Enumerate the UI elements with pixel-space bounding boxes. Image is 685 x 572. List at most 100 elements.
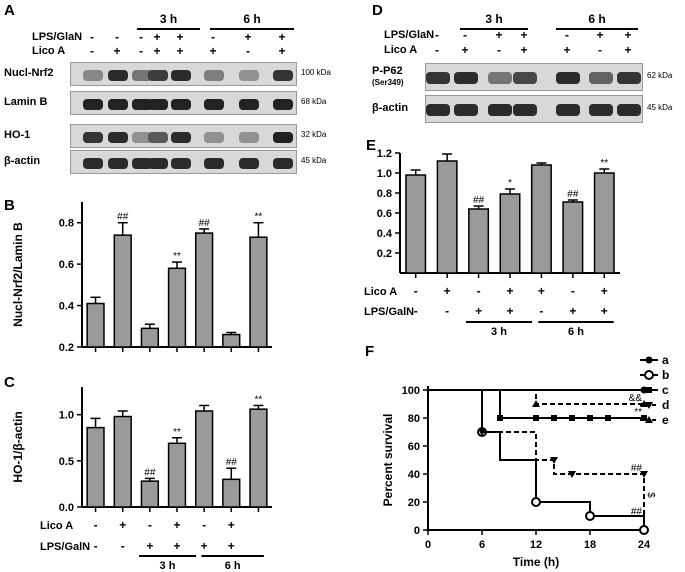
series-marker (605, 415, 611, 421)
treatment-sign: + (624, 43, 632, 57)
treatment-row-label: LPS/GalN (364, 306, 414, 318)
series-marker (569, 415, 575, 421)
molecular-weight-label: 45 kDa (647, 103, 673, 112)
protein-band (488, 104, 512, 116)
y-tick-label: 0.2 (377, 248, 392, 260)
y-tick-label: 0.6 (377, 208, 392, 220)
treatment-sign: + (228, 539, 235, 553)
treatment-sign: + (538, 284, 545, 298)
series-marker (644, 370, 654, 380)
significance-annotation: ** (173, 251, 181, 262)
significance-annotation: ## (631, 463, 643, 474)
treatment-sign: + (153, 30, 161, 44)
molecular-weight-label: 45 kDa (301, 156, 327, 165)
y-tick-label: 0.8 (59, 218, 74, 230)
y-axis-label: Percent survival (381, 414, 395, 507)
time-bracket-line (556, 28, 638, 30)
protein-band (239, 157, 259, 169)
treatment-sign: + (173, 539, 180, 553)
treatment-sign: + (244, 30, 252, 44)
bar (530, 164, 552, 274)
y-axis-label: HO-1/β-actin (11, 411, 25, 482)
bar (499, 193, 521, 274)
protein-band (148, 157, 168, 169)
panel-letter-d: D (372, 2, 383, 19)
treatment-sign: + (228, 518, 235, 532)
protein-band (488, 72, 512, 84)
treatment-sign: - (94, 539, 98, 553)
blot-membrane (70, 124, 297, 148)
treatment-sign: + (153, 44, 161, 58)
protein-band (83, 131, 103, 143)
blot-label: β-actin (372, 102, 409, 114)
protein-band (617, 104, 641, 116)
protein-band (454, 72, 478, 84)
treatment-sign: + (624, 28, 632, 42)
blot-membrane (425, 63, 643, 91)
series-marker (585, 511, 595, 521)
blot-sublabel: (Ser349) (372, 78, 404, 87)
bar (468, 208, 490, 274)
treatment-sign: + (520, 28, 528, 42)
panel-letter-b: B (4, 197, 15, 214)
protein-band (273, 69, 293, 81)
treatment-sign: + (506, 284, 513, 298)
series-marker (533, 415, 539, 421)
protein-band (556, 72, 580, 84)
significance-annotation: ## (144, 467, 156, 478)
y-tick-label: 0.0 (59, 502, 74, 514)
treatment-sign: - (90, 30, 94, 44)
protein-band (132, 131, 152, 143)
protein-band (239, 69, 259, 81)
treatment-sign: - (435, 28, 439, 42)
survival-curve (428, 389, 645, 516)
protein-band (132, 157, 152, 169)
treatment-row-label: Lico A (384, 44, 418, 56)
bar-chart-e: 0.20.40.60.81.01.2P-P62/β-actin##*##**Li… (364, 148, 620, 338)
molecular-weight-label: 100 kDa (301, 68, 331, 77)
treatment-sign: + (475, 304, 482, 318)
protein-band (148, 69, 168, 81)
molecular-weight-label: 62 kDa (647, 71, 673, 80)
panel-letter-a: A (4, 2, 15, 19)
significance-annotation: ## (226, 457, 238, 468)
protein-band (108, 69, 128, 81)
treatment-sign: + (176, 30, 184, 44)
treatment-sign: - (565, 28, 569, 42)
series-marker (646, 387, 652, 393)
treatment-sign: + (278, 44, 286, 58)
blot-label: P-P62 (372, 65, 403, 77)
y-tick-label: 1.0 (377, 168, 392, 180)
protein-band (273, 131, 293, 143)
series-marker (532, 400, 540, 407)
treatment-row-label: LPS/GlaN (384, 29, 435, 41)
significance-annotation: ** (255, 394, 263, 405)
significance-annotation: ## (567, 189, 579, 200)
legend-label: e (662, 413, 669, 427)
protein-band (171, 157, 191, 169)
treatment-sign: + (596, 28, 604, 42)
series-marker (478, 429, 486, 436)
protein-band (171, 98, 191, 110)
x-axis-label: Time (h) (513, 555, 559, 569)
treatment-sign: - (497, 43, 501, 57)
treatment-sign: + (495, 28, 503, 42)
treatment-sign: + (176, 44, 184, 58)
treatment-sign: - (571, 284, 575, 298)
x-tick-label: 6 (479, 539, 485, 551)
protein-band (148, 131, 168, 143)
treatment-sign: - (94, 518, 98, 532)
protein-band (454, 104, 478, 116)
protein-band (108, 157, 128, 169)
treatment-sign: + (569, 304, 576, 318)
protein-band (239, 98, 259, 110)
molecular-weight-label: 32 kDa (301, 130, 327, 139)
panel-letter-f: F (365, 343, 375, 360)
y-axis-label: Nucl-Nrf2/Lamin B (11, 222, 25, 327)
treatment-sign: - (139, 44, 143, 58)
time-label: 6 h (225, 560, 241, 572)
survival-curve (428, 389, 644, 405)
time-label: 6 h (568, 326, 584, 338)
protein-band (589, 72, 613, 84)
time-label: 3 h (485, 12, 503, 26)
